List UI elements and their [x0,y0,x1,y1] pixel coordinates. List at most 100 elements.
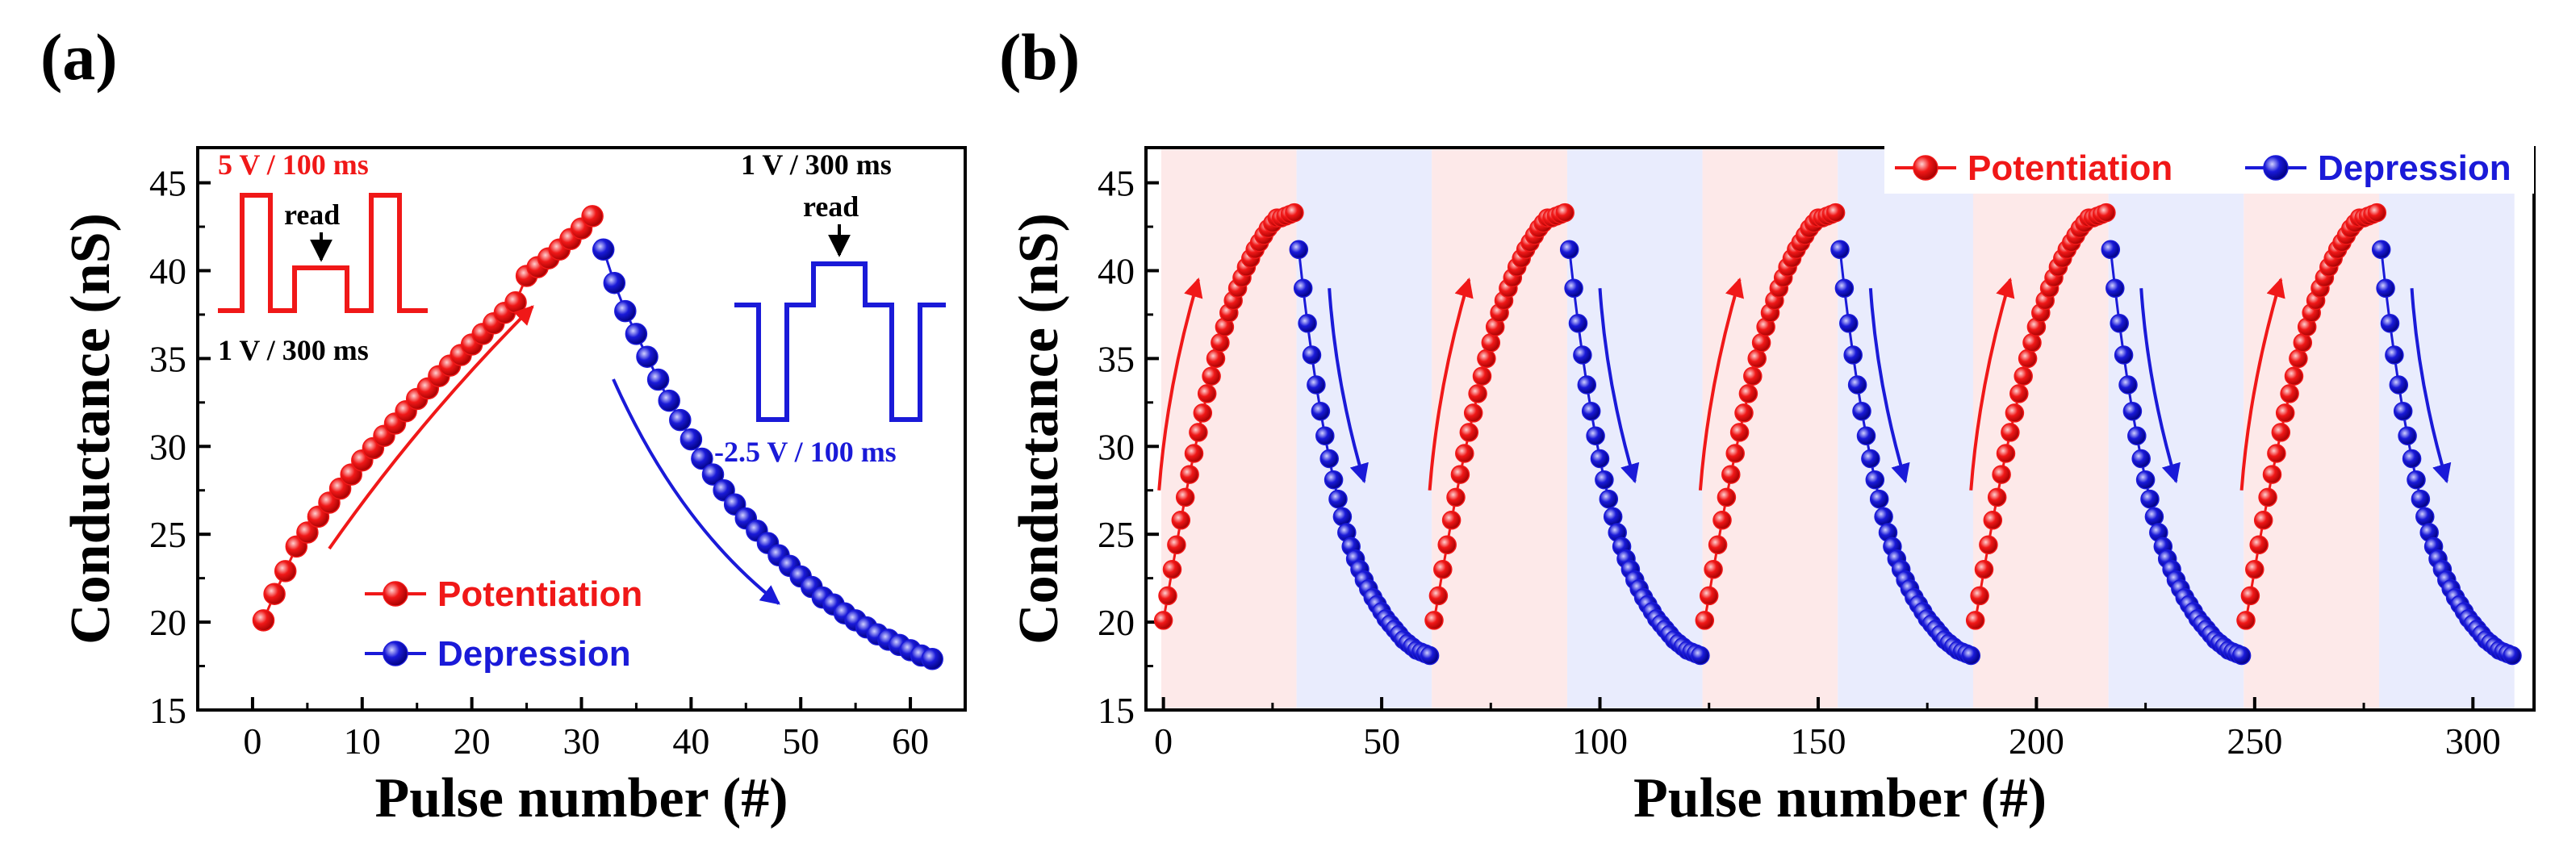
panel-a-plot-area: 0 10 20 30 40 50 60 15 20 25 30 35 40 45 Pulse number … [60,146,967,829]
potentiation-point [1171,511,1191,530]
potentiation-point [1996,444,2016,463]
potentiation-point [1721,465,1741,484]
depression-point [1573,345,1592,365]
potentiation-point [2280,384,2299,403]
depression-point [1332,507,1353,527]
depression-point [2101,240,2121,260]
depression-point [1852,401,1871,421]
depression-trend-arrow [2410,288,2452,484]
potentiation-point [1428,586,1449,606]
depression-band [1838,148,1973,710]
x-tick-label: 50 [1363,720,1400,762]
potentiation-point [1162,560,1182,579]
depression-point [1568,314,1588,333]
x-tick-label: 100 [1572,720,1628,762]
depression-point [1302,345,1322,365]
depression-point [2389,375,2409,395]
dep-pulse-top-label: 1 V / 300 ms [741,148,892,181]
potentiation-point [2293,333,2313,353]
depression-point [1289,240,1309,260]
potentiation-point [2245,560,2264,579]
potentiation-point [2022,333,2042,353]
depression-point [1298,314,1317,333]
potentiation-point [1734,403,1754,423]
potentiation-band [1702,148,1838,710]
potentiation-trend-arrow [1698,278,1744,491]
potentiation-point [2258,487,2277,507]
depression-point [921,648,943,670]
depression-point [2398,426,2417,445]
panel-a-legend: Potentiation Depression [365,574,642,674]
potentiation-point [1450,465,1470,484]
x-tick-label: 20 [454,720,491,762]
panel-b-legend: Potentiation Depression [1884,144,2534,194]
potentiation-point [1189,423,1208,442]
potentiation-trend-arrow [328,305,534,550]
depression-point [2144,507,2164,527]
depression-point [592,238,615,261]
depression-point [2411,489,2431,509]
depression-point [1315,426,1335,445]
potentiation-point [2236,611,2256,630]
depression-point [1324,470,1344,490]
potentiation-point [2009,384,2029,403]
potentiation-point [2275,403,2295,423]
depression-point [1581,401,1601,421]
depression-trend-arrow [1598,288,1640,484]
potentiation-point [1206,349,1226,369]
depression-band [1296,148,1432,710]
potentiation-point [1175,487,1195,507]
depression-band [2378,148,2515,710]
potentiation-point [252,609,275,632]
depression-point [2122,401,2143,421]
depression-point [1961,645,1981,666]
depression-point [1328,489,1348,509]
potentiation-band [1432,148,1567,710]
potentiation-point [2289,349,2308,369]
potentiation-trend-arrow [1428,278,1474,491]
y-tick-label: 30 [149,426,186,467]
depression-legend-marker [383,641,408,666]
depression-point [1293,278,1313,299]
depression-point [1420,645,1440,666]
depression-point [691,447,713,470]
potentiation-legend-marker [1913,155,1938,181]
potentiation-point [1433,560,1453,579]
x-tick-label: 0 [243,720,261,762]
x-tick-label: 200 [2009,720,2064,762]
depression-point [1865,470,1885,490]
y-tick-label: 45 [1098,163,1135,204]
depression-point [1691,645,1710,666]
potentiation-point [1747,349,1767,369]
potentiation-point [1481,333,1501,353]
potentiation-point [1211,333,1230,353]
x-axis-title: Pulse number (#) [374,767,788,829]
depression-trend-arrow [612,378,780,605]
potentiation-point [1463,403,1483,423]
depression-point [1319,449,1339,469]
depression-point [2385,345,2404,365]
y-tick-label: 25 [1098,514,1135,555]
y-tick-label: 20 [1098,602,1135,643]
potentiation-point [2240,586,2260,606]
x-tick-label: 0 [1154,720,1173,762]
depression-legend-marker [2263,155,2289,181]
depression-point [2140,489,2160,509]
potentiation-point [2001,423,2020,442]
potentiation-point [2267,444,2286,463]
potentiation-point [581,205,604,228]
potentiation-point [504,290,527,314]
potentiation-point [2018,349,2038,369]
depression-point [1559,240,1579,260]
potentiation-trend-arrow [1157,278,1203,491]
potentiation-point [2253,511,2273,530]
potentiation-point [1193,403,1213,423]
potentiation-trend-arrow [2239,278,2285,491]
potentiation-point [1992,465,2011,484]
depression-point [2231,645,2252,666]
depression-trend-arrow [2139,288,2181,484]
potentiation-band [1160,148,1297,710]
y-tick-label: 40 [1098,250,1135,291]
x-tick-label: 250 [2227,720,2282,762]
potentiation-point [1979,535,1998,555]
